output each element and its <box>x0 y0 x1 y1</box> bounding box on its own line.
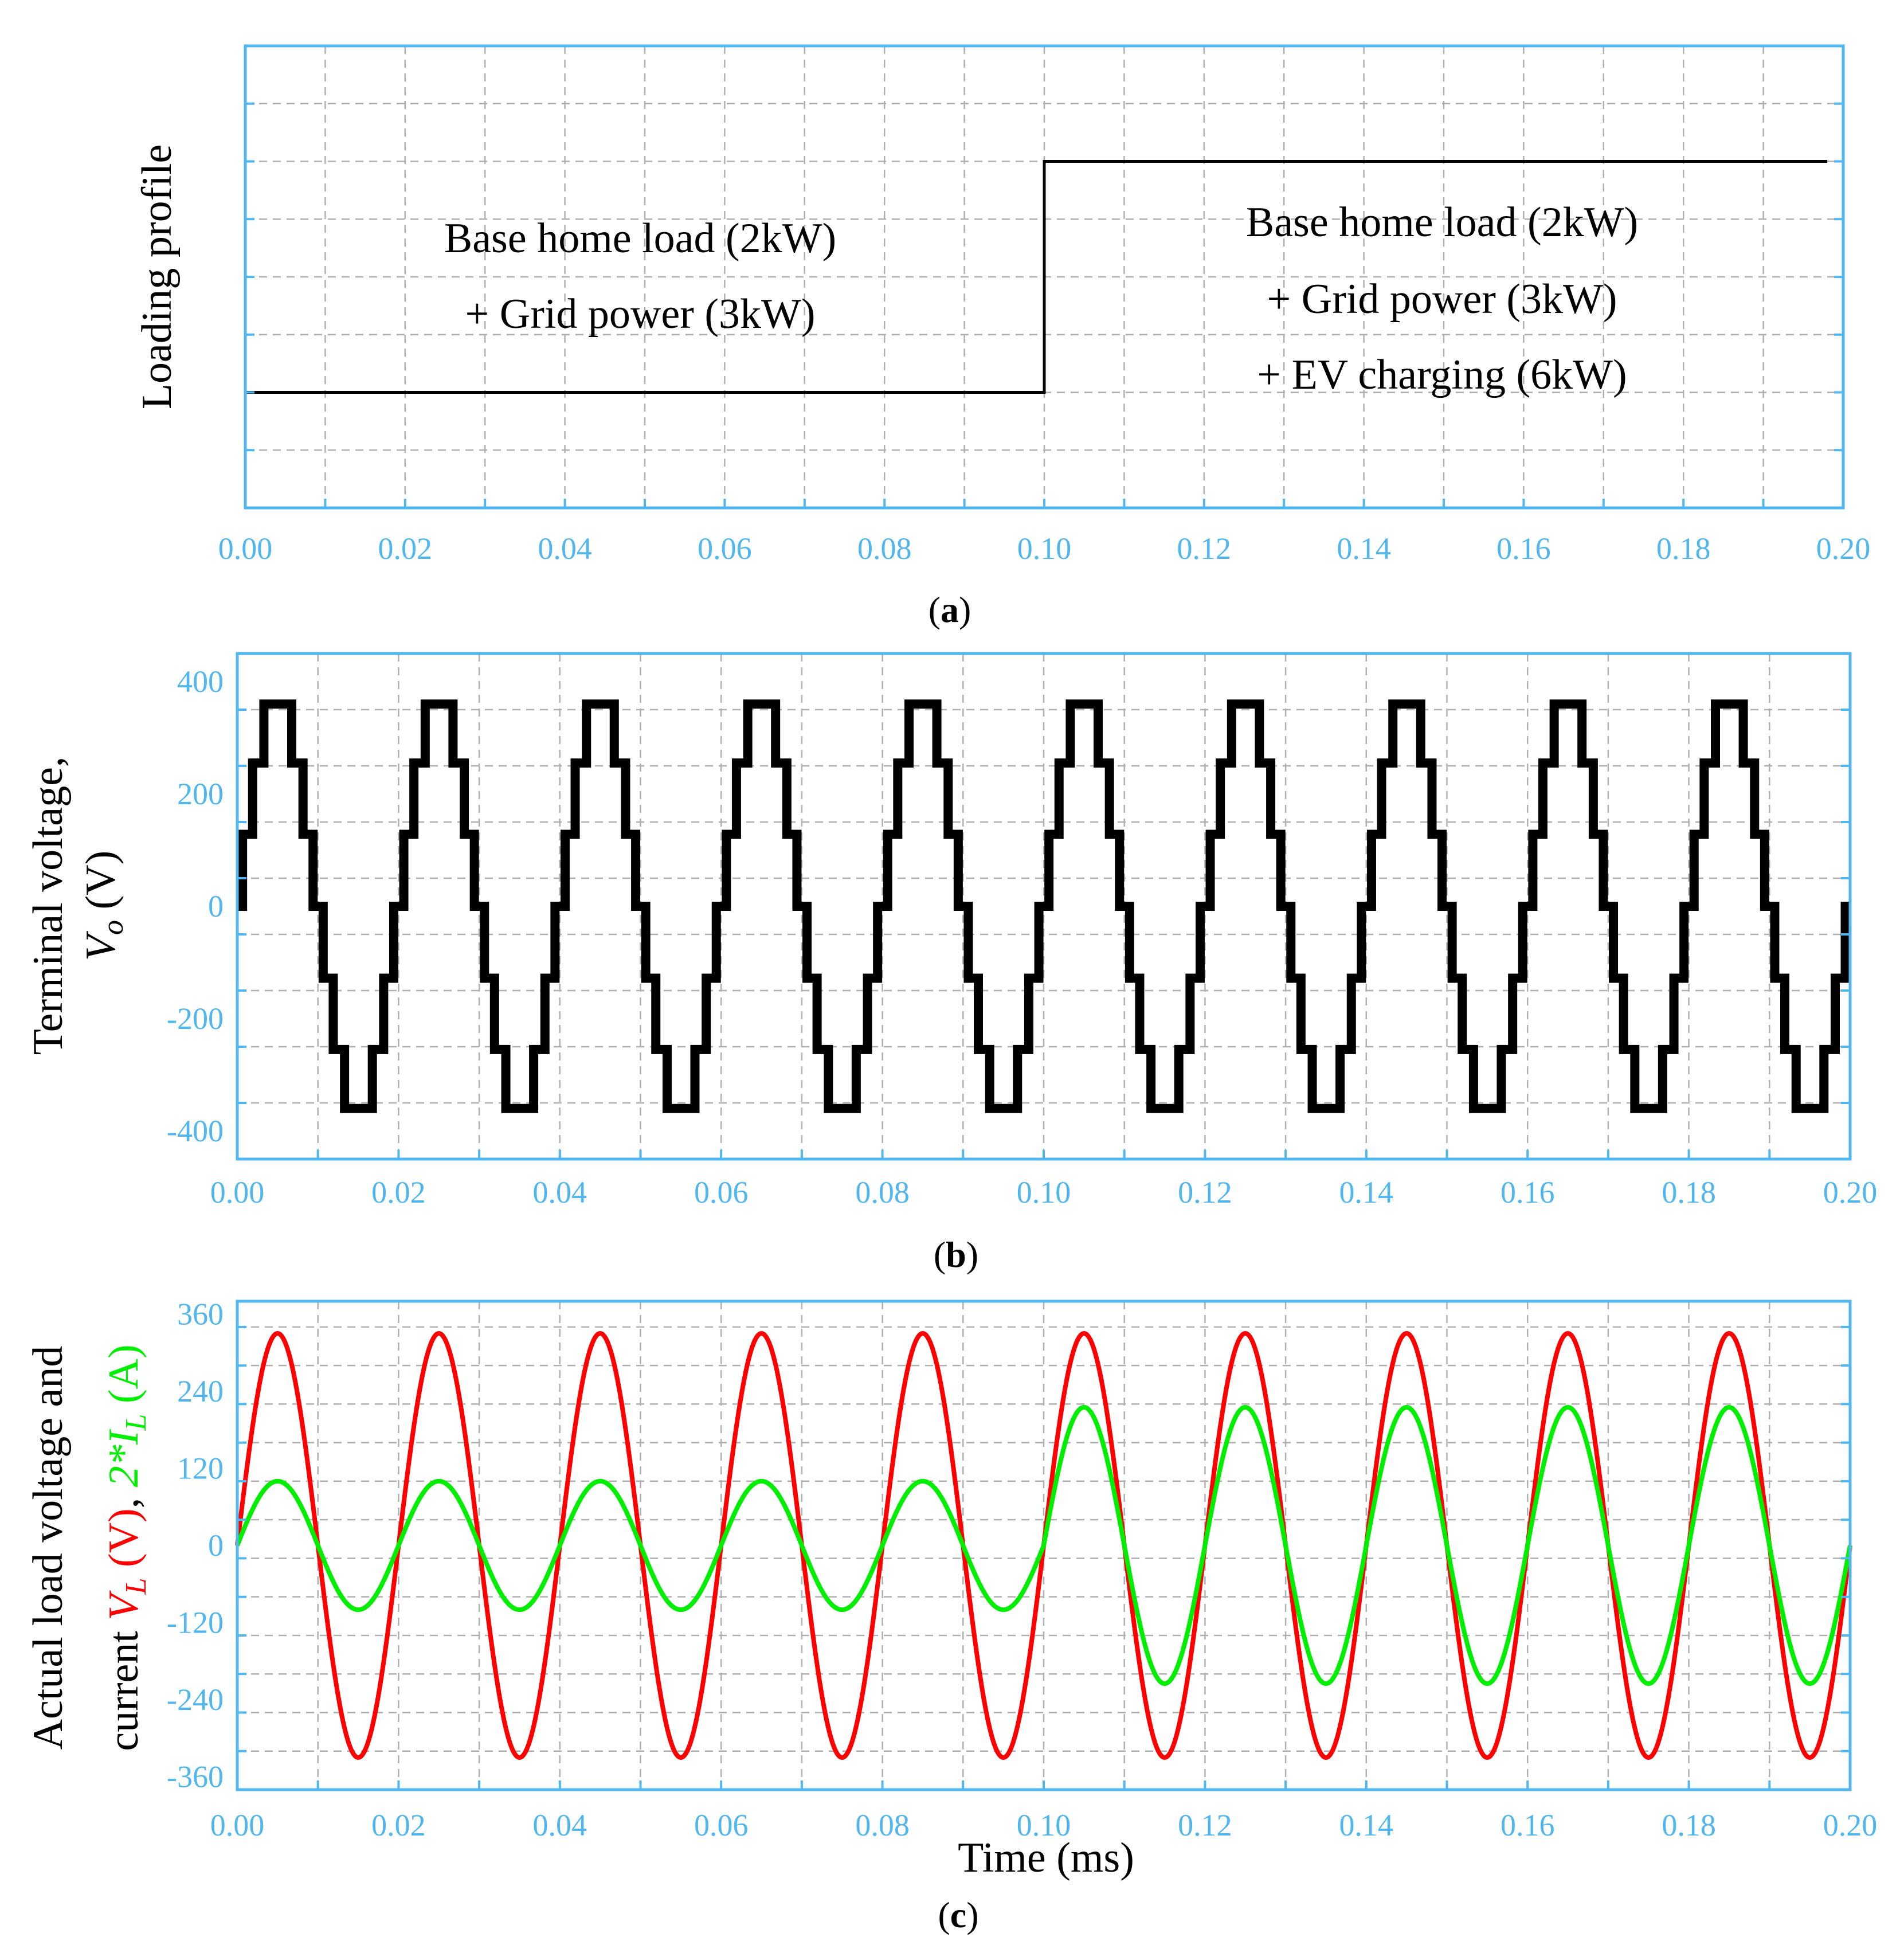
panel-c-ticks: 0.00 0.02 0.04 0.06 0.08 0.10 0.12 0.14 0.16 0.18… <box>167 1297 1877 1842</box>
panel-b-ytick-label: 0 <box>208 889 224 923</box>
panel-a-xtick-label: 0.12 <box>1177 531 1232 566</box>
panel-c-ytick-label: -120 <box>167 1606 224 1640</box>
panel-c-ytick-label: 240 <box>177 1374 224 1408</box>
panel-c-xtick-label: 0.14 <box>1339 1808 1394 1842</box>
panel-a-xtick-label: 0.14 <box>1337 531 1391 566</box>
panel-b-xtick-label: 0.02 <box>371 1175 426 1210</box>
panel-b: 0.00 0.02 0.04 0.06 0.08 0.10 0.12 0.14 0.16 0.18… <box>25 652 1877 1275</box>
panel-a-annotation-right-line2: + Grid power (3kW) <box>1267 276 1617 323</box>
panel-a-xtick-label: 0.16 <box>1496 531 1551 566</box>
panel-b-xtick-label: 0.16 <box>1501 1175 1555 1210</box>
panel-c-xtick-label: 0.10 <box>1017 1808 1071 1842</box>
panel-c-ytick-label: 360 <box>177 1297 224 1331</box>
panel-b-caption: (b) <box>934 1234 978 1275</box>
panel-a-annotation-left-line2: + Grid power (3kW) <box>465 291 816 338</box>
panel-a-loading-profile-line <box>245 160 1828 394</box>
panel-c-xtick-label: 0.04 <box>533 1808 587 1842</box>
panel-b-xtick-label: 0.06 <box>694 1175 749 1210</box>
panel-b-xtick-label: 0.20 <box>1823 1175 1878 1210</box>
panel-c-ytick-label: -360 <box>167 1760 224 1794</box>
panel-c-ytick-label: -240 <box>167 1682 224 1717</box>
panel-c-caption: (c) <box>938 1895 978 1935</box>
panel-a-annotation-right-line1: Base home load (2kW) <box>1246 199 1638 246</box>
panel-b-xtick-label: 0.12 <box>1178 1175 1232 1210</box>
panel-a-xtick-label: 0.10 <box>1017 531 1072 566</box>
panel-c-xtick-label: 0.16 <box>1501 1808 1555 1842</box>
panel-c-grid <box>237 1301 1850 1790</box>
panel-c-xlabel: Time (ms) <box>958 1834 1134 1881</box>
panel-c-xtick-label: 0.20 <box>1823 1808 1878 1842</box>
panel-a-annotation-right-line3: + EV charging (6kW) <box>1257 351 1627 398</box>
panel-b-terminal-voltage-line <box>237 699 1850 1113</box>
panel-b-xtick-label: 0.18 <box>1662 1175 1716 1210</box>
panel-a-xtick-label: 0.18 <box>1656 531 1711 566</box>
panel-c-xtick-label: 0.12 <box>1178 1808 1232 1842</box>
panel-a-xtick-label: 0.06 <box>698 531 752 566</box>
panel-b-xtick-label: 0.00 <box>210 1175 265 1210</box>
panel-a-xtick-label: 0.08 <box>857 531 912 566</box>
panel-a-ticks: 0.00 0.02 0.04 0.06 0.08 0.10 0.12 0.14 0.16 0.18… <box>218 102 1871 566</box>
panel-a-ylabel: Loading profile <box>134 144 181 409</box>
panel-c-ytick-label: 120 <box>177 1451 224 1485</box>
panel-c-xtick-label: 0.08 <box>855 1808 910 1842</box>
panel-c-xtick-label: 0.18 <box>1662 1808 1716 1842</box>
panel-b-ytick-label: -400 <box>167 1114 224 1148</box>
panel-b-xtick-label: 0.08 <box>855 1175 910 1210</box>
panel-b-ytick-label: -200 <box>167 1001 224 1036</box>
panel-a: 0.00 0.02 0.04 0.06 0.08 0.10 0.12 0.14 0.16 0.18… <box>134 44 1871 630</box>
panel-b-ylabel-line2: Vo (V) <box>77 851 130 961</box>
panel-a-xtick-label: 0.04 <box>538 531 592 566</box>
panel-c-ylabel-line2: current VL (V), 2*IL (A) <box>100 1344 152 1751</box>
panel-c: 0.00 0.02 0.04 0.06 0.08 0.10 0.12 0.14 0.16 0.18… <box>25 1297 1877 1935</box>
panel-c-ytick-label: 0 <box>208 1528 224 1563</box>
panel-c-ylabel-line1: Actual load voltage and <box>25 1346 72 1750</box>
panel-a-xtick-label: 0.20 <box>1816 531 1871 566</box>
panel-c-2il-line <box>235 1404 1852 1686</box>
panel-a-caption: (a) <box>929 589 971 630</box>
panel-c-xtick-label: 0.06 <box>694 1808 749 1842</box>
panel-a-xtick-label: 0.02 <box>378 531 433 566</box>
panel-b-ylabel-line1: Terminal voltage, <box>25 757 72 1055</box>
panel-b-xtick-label: 0.14 <box>1339 1175 1394 1210</box>
panel-b-xtick-label: 0.10 <box>1017 1175 1071 1210</box>
panel-b-ticks: 0.00 0.02 0.04 0.06 0.08 0.10 0.12 0.14 0.16 0.18… <box>167 664 1877 1210</box>
panel-b-xtick-label: 0.04 <box>533 1175 587 1210</box>
panel-c-xtick-label: 0.00 <box>210 1808 265 1842</box>
panel-c-xtick-label: 0.02 <box>371 1808 426 1842</box>
panel-a-xtick-label: 0.00 <box>218 531 273 566</box>
panel-b-ytick-label: 400 <box>177 664 224 699</box>
panel-b-ytick-label: 200 <box>177 777 224 811</box>
panel-a-annotation-left-line1: Base home load (2kW) <box>444 215 836 262</box>
